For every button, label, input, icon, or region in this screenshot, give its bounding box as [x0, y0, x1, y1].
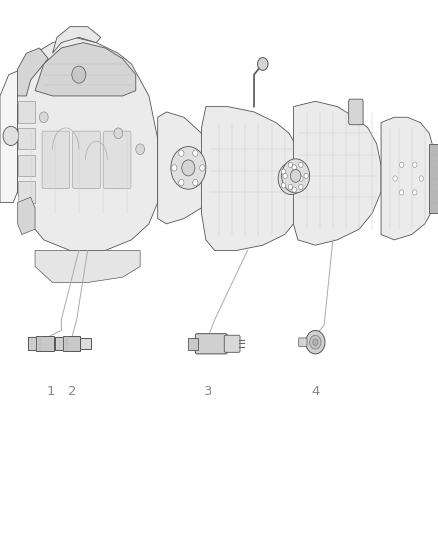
FancyBboxPatch shape [224, 335, 240, 352]
Circle shape [281, 169, 286, 174]
Polygon shape [53, 27, 101, 53]
Circle shape [299, 184, 303, 190]
Polygon shape [18, 197, 35, 235]
Circle shape [114, 128, 123, 139]
Circle shape [171, 147, 206, 189]
Circle shape [413, 162, 417, 167]
Circle shape [292, 165, 297, 170]
FancyBboxPatch shape [42, 131, 70, 189]
Circle shape [193, 150, 198, 156]
Polygon shape [18, 37, 158, 251]
FancyBboxPatch shape [18, 101, 35, 123]
Polygon shape [293, 101, 381, 245]
FancyBboxPatch shape [299, 338, 307, 346]
FancyBboxPatch shape [18, 155, 35, 176]
Circle shape [306, 330, 325, 354]
Circle shape [399, 162, 404, 167]
FancyBboxPatch shape [63, 336, 80, 351]
Circle shape [288, 184, 293, 190]
Polygon shape [429, 144, 438, 213]
Circle shape [182, 160, 195, 176]
Polygon shape [35, 251, 140, 282]
Polygon shape [35, 43, 136, 96]
FancyBboxPatch shape [103, 131, 131, 189]
FancyBboxPatch shape [18, 128, 35, 149]
FancyBboxPatch shape [28, 337, 36, 350]
Circle shape [193, 180, 198, 186]
Circle shape [313, 339, 318, 345]
Text: 4: 4 [311, 385, 320, 398]
Circle shape [200, 165, 205, 171]
Circle shape [413, 190, 417, 195]
Circle shape [292, 187, 297, 192]
Circle shape [179, 180, 184, 186]
Circle shape [290, 169, 301, 182]
Circle shape [288, 162, 293, 167]
Text: 3: 3 [204, 385, 212, 398]
FancyBboxPatch shape [55, 337, 63, 350]
Circle shape [310, 335, 321, 349]
Circle shape [299, 162, 303, 167]
Text: 2: 2 [68, 385, 77, 398]
Text: 1: 1 [46, 385, 55, 398]
Circle shape [258, 58, 268, 70]
Polygon shape [18, 48, 48, 96]
Circle shape [3, 126, 19, 146]
Circle shape [299, 176, 303, 181]
Circle shape [72, 66, 86, 83]
Polygon shape [201, 107, 298, 251]
Circle shape [304, 173, 308, 179]
Circle shape [179, 150, 184, 156]
Circle shape [283, 173, 287, 179]
FancyBboxPatch shape [18, 181, 35, 203]
Polygon shape [0, 69, 26, 203]
Circle shape [136, 144, 145, 155]
FancyBboxPatch shape [188, 338, 198, 350]
Circle shape [39, 112, 48, 123]
FancyBboxPatch shape [195, 334, 227, 354]
Circle shape [278, 163, 304, 195]
FancyBboxPatch shape [36, 336, 54, 351]
Circle shape [393, 176, 397, 181]
Circle shape [281, 183, 286, 188]
Circle shape [282, 159, 310, 193]
FancyBboxPatch shape [73, 131, 100, 189]
Circle shape [399, 190, 404, 195]
Circle shape [419, 176, 424, 181]
FancyBboxPatch shape [54, 338, 65, 349]
Circle shape [172, 165, 177, 171]
FancyBboxPatch shape [349, 99, 363, 125]
Polygon shape [158, 112, 210, 224]
FancyBboxPatch shape [80, 338, 91, 349]
Polygon shape [381, 117, 434, 240]
